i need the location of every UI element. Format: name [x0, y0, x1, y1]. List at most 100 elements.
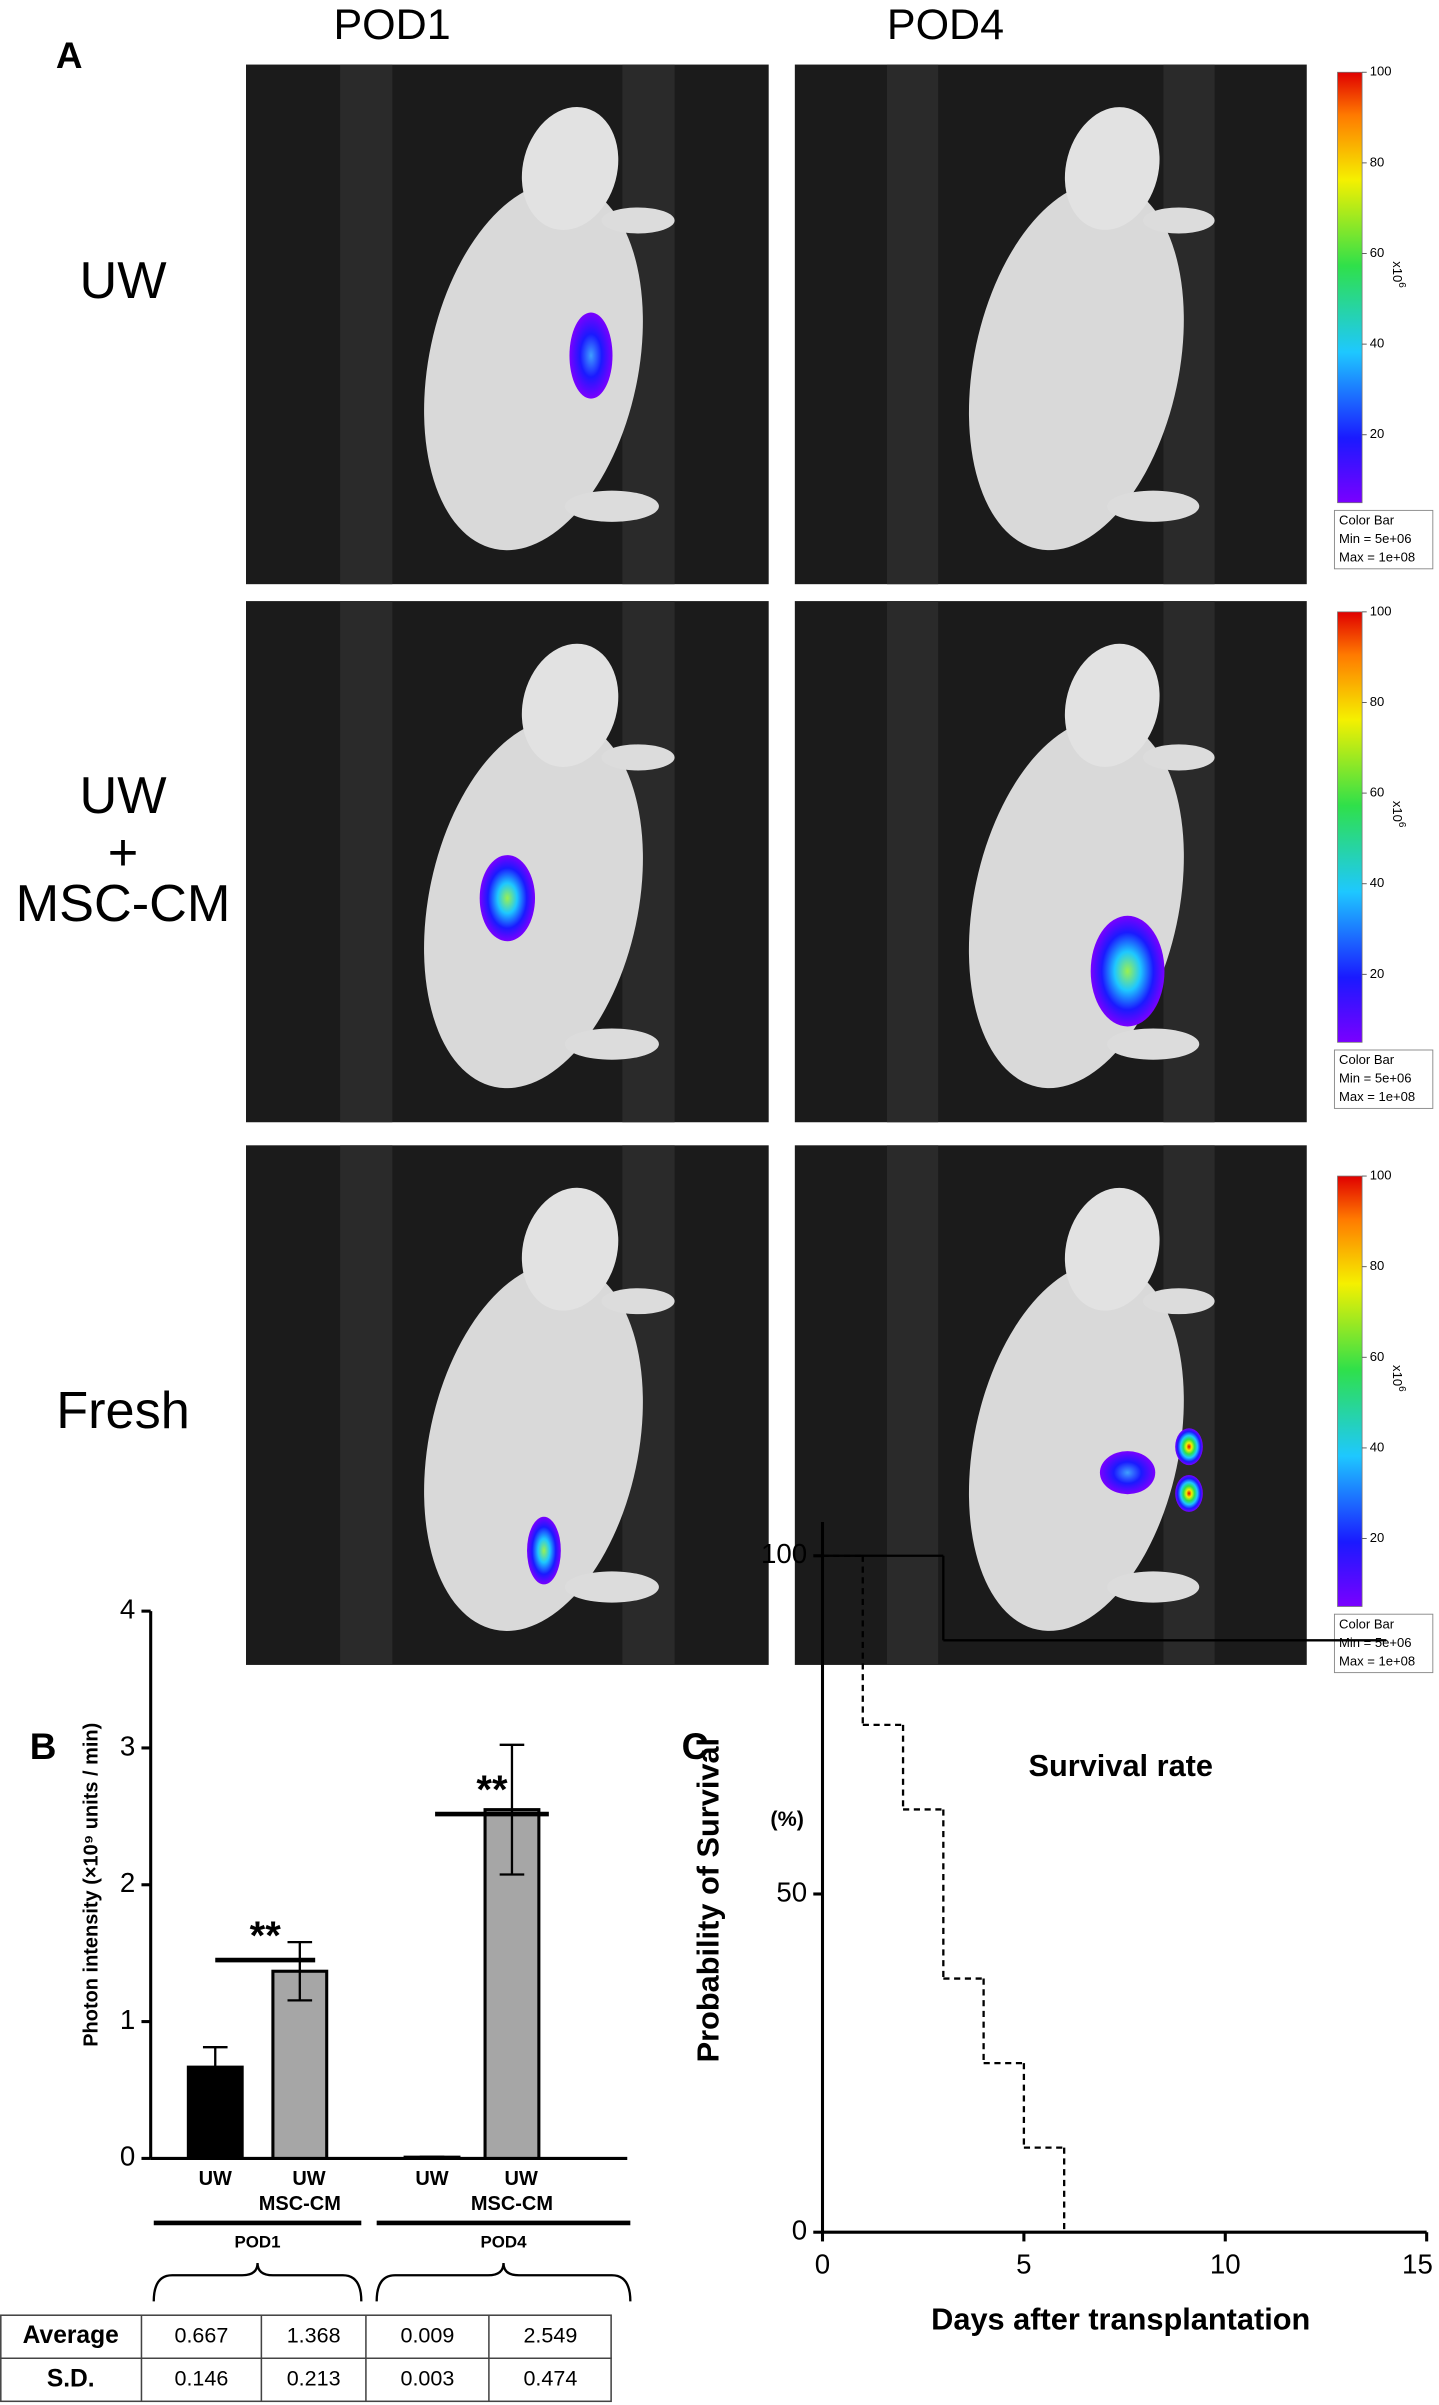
signal: [1175, 1475, 1203, 1512]
colorbar: [1337, 1175, 1363, 1607]
colorbar-legend-text: Color Bar: [1339, 513, 1395, 528]
colorbar-tick-label: 40: [1370, 1439, 1385, 1454]
colorbar: [1337, 611, 1363, 1043]
colorbar-tick-label: 60: [1370, 1349, 1385, 1364]
y-tick-label: 4: [120, 1593, 135, 1624]
table-cell: 0.474: [523, 2366, 577, 2390]
x-tick-label: UW: [415, 2168, 448, 2190]
x-axis-title: Days after transplantation: [931, 2301, 1310, 2336]
table-cell: 0.667: [174, 2323, 228, 2347]
colorbar-tick-label: 20: [1370, 966, 1385, 981]
rat-leg: [564, 490, 659, 522]
rat-body: [424, 1262, 643, 1631]
rat-leg: [601, 1288, 675, 1315]
y-tick-label: 100: [761, 1538, 807, 1569]
colorbar-tick-label: 100: [1370, 1168, 1392, 1183]
colorbar-tick-label: 80: [1370, 154, 1385, 169]
significance-label: **: [476, 1768, 508, 1812]
colorbar-unit: x106: [1389, 261, 1407, 288]
colorbar-unit-base: x10: [1389, 1365, 1404, 1386]
rat-leg: [1142, 1288, 1215, 1315]
x-tick-label: 15: [1402, 2248, 1433, 2279]
colorbar-tick-label: 40: [1370, 875, 1385, 890]
row-label: UW: [79, 767, 167, 825]
rat-head: [521, 643, 619, 767]
row-label: +: [108, 824, 139, 882]
colorbar-legend-text: Max = 1e+08: [1339, 1089, 1415, 1104]
colorbar-unit-base: x10: [1389, 261, 1404, 282]
y-axis-title: Photon intensity (×10⁹ units / min): [81, 1723, 103, 2047]
error-bar: [499, 1743, 525, 1876]
colorbar-legend-text: Min = 5e+06: [1339, 531, 1412, 546]
rat-leg: [564, 1571, 659, 1603]
y-tick-label: 50: [776, 1876, 807, 1907]
x-tick-label: MSC-CM: [471, 2193, 553, 2215]
table-row-header: Average: [23, 2322, 119, 2349]
colorbar-unit: x106: [1389, 1365, 1407, 1392]
colorbar-tick-label: 20: [1370, 1530, 1385, 1545]
signal: [479, 855, 536, 942]
x-tick-label: MSC-CM: [259, 2193, 341, 2215]
colorbar-unit-base: x10: [1389, 801, 1404, 822]
column-header: POD1: [333, 1, 450, 49]
photo-shade: [886, 64, 939, 585]
panel-label: C: [682, 1726, 709, 1767]
group-brace: [375, 2262, 632, 2302]
photo-shade: [340, 1145, 393, 1665]
photo: [246, 64, 769, 585]
rat-body: [424, 181, 643, 551]
x-tick-label: 10: [1210, 2248, 1241, 2279]
row-label: Fresh: [56, 1382, 190, 1440]
photo: [246, 1145, 769, 1665]
colorbar-tick-label: 80: [1370, 694, 1385, 709]
rat-head: [521, 107, 619, 230]
photo-shade: [886, 601, 939, 1123]
colorbar-tick-label: 40: [1370, 336, 1385, 351]
y-axis-unit: (%): [770, 1807, 803, 1831]
rat-leg: [1142, 207, 1215, 234]
rat-leg: [1107, 1028, 1200, 1060]
colorbar-tick-label: 60: [1370, 245, 1385, 260]
photo: [794, 601, 1307, 1123]
table-row-header: S.D.: [47, 2365, 95, 2392]
photo: [246, 601, 769, 1123]
colorbar-unit: x106: [1389, 801, 1407, 828]
photo: [794, 1145, 1307, 1665]
colorbar-legend-text: Min = 5e+06: [1339, 1071, 1412, 1086]
colorbar-unit-exponent: 6: [1396, 282, 1407, 288]
chart-title: Survival rate: [1028, 1748, 1213, 1783]
colorbar-legend-box: [1333, 509, 1434, 570]
table-cell: 0.009: [400, 2323, 454, 2347]
rat-leg: [564, 1028, 659, 1060]
colorbar-unit-exponent: 6: [1396, 1386, 1407, 1392]
x-tick-label: UW: [199, 2168, 232, 2190]
panel-label: A: [56, 35, 83, 76]
table-cell: 0.146: [174, 2366, 228, 2390]
colorbar-tick-label: 80: [1370, 1258, 1385, 1273]
error-bar: [287, 1940, 313, 2002]
group-brace: [152, 2262, 363, 2302]
photo-shade: [340, 64, 393, 585]
table-cell: 2.549: [523, 2323, 577, 2347]
signal: [1090, 915, 1165, 1027]
y-tick-label: 1: [120, 2004, 135, 2035]
colorbar-legend-text: Max = 1e+08: [1339, 550, 1415, 565]
colorbar-tick-label: 100: [1370, 64, 1392, 79]
y-tick-label: 2: [120, 1867, 135, 1898]
colorbar: [1337, 71, 1363, 504]
error-bar: [202, 2046, 228, 2089]
colorbar-legend-text: Max = 1e+08: [1339, 1653, 1415, 1668]
colorbar-tick-label: 60: [1370, 785, 1385, 800]
y-tick-label: 3: [120, 1730, 135, 1761]
rat-head: [1064, 643, 1160, 767]
rat-head: [1064, 107, 1160, 230]
panel-label: B: [30, 1726, 57, 1767]
rat-head: [1064, 1187, 1160, 1311]
y-tick-label: 0: [792, 2215, 807, 2246]
colorbar-legend-text: Color Bar: [1339, 1616, 1395, 1631]
rat-leg: [1142, 744, 1215, 771]
signal: [1099, 1451, 1156, 1495]
table-cell: 1.368: [287, 2323, 341, 2347]
